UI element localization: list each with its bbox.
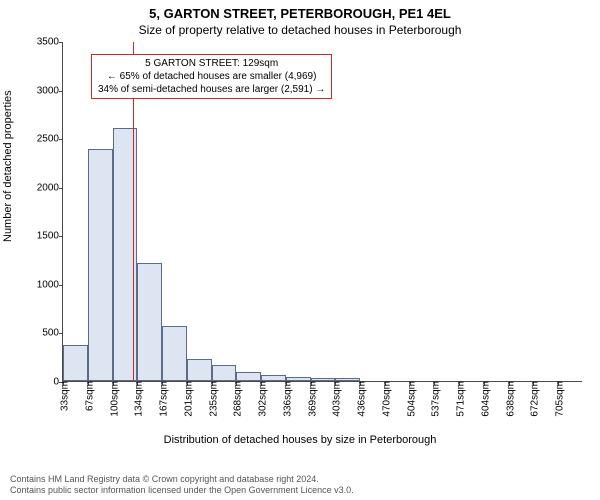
annotation-line: 34% of semi-detached houses are larger (…: [98, 83, 325, 96]
annotation-line: ← 65% of detached houses are smaller (4,…: [98, 70, 325, 83]
plot-area: 050010001500200025003000350033sqm67sqm10…: [62, 42, 582, 382]
y-tick-mark: [59, 333, 63, 334]
footer-line-1: Contains HM Land Registry data © Crown c…: [10, 474, 354, 485]
x-tick-label: 201sqm: [179, 381, 194, 417]
histogram-bar: [63, 345, 88, 381]
x-tick-label: 537sqm: [427, 381, 442, 417]
y-axis-label: Number of detached properties: [2, 90, 14, 242]
histogram-bar: [137, 263, 162, 382]
y-tick-mark: [59, 139, 63, 140]
histogram-bar: [236, 372, 261, 381]
histogram-bar: [162, 326, 187, 381]
chart-title: 5, GARTON STREET, PETERBOROUGH, PE1 4EL: [0, 0, 600, 21]
annotation-box: 5 GARTON STREET: 129sqm← 65% of detached…: [91, 54, 332, 99]
y-tick-mark: [59, 188, 63, 189]
y-tick-mark: [59, 285, 63, 286]
histogram-bar: [187, 359, 212, 381]
y-tick-mark: [59, 91, 63, 92]
footer-line-2: Contains public sector information licen…: [10, 485, 354, 496]
x-tick-label: 436sqm: [353, 381, 368, 417]
x-tick-label: 134sqm: [130, 381, 145, 417]
y-tick-mark: [59, 236, 63, 237]
x-tick-label: 571sqm: [452, 381, 467, 417]
x-tick-label: 235sqm: [204, 381, 219, 417]
x-tick-label: 470sqm: [377, 381, 392, 417]
x-tick-label: 604sqm: [476, 381, 491, 417]
x-tick-label: 302sqm: [254, 381, 269, 417]
x-tick-label: 268sqm: [229, 381, 244, 417]
x-tick-label: 403sqm: [328, 381, 343, 417]
chart-area: Number of detached properties 0500100015…: [0, 42, 600, 450]
x-tick-label: 100sqm: [105, 381, 120, 417]
footer-attribution: Contains HM Land Registry data © Crown c…: [10, 474, 354, 497]
histogram-bar: [212, 365, 237, 381]
x-tick-label: 672sqm: [526, 381, 541, 417]
x-tick-label: 504sqm: [402, 381, 417, 417]
histogram-bar: [88, 149, 113, 381]
x-tick-label: 638sqm: [501, 381, 516, 417]
chart-subtitle: Size of property relative to detached ho…: [0, 21, 600, 41]
x-tick-label: 369sqm: [303, 381, 318, 417]
x-tick-label: 33sqm: [56, 381, 71, 411]
x-tick-label: 167sqm: [155, 381, 170, 417]
chart-container: 5, GARTON STREET, PETERBOROUGH, PE1 4EL …: [0, 0, 600, 500]
x-tick-label: 67sqm: [80, 381, 95, 411]
annotation-line: 5 GARTON STREET: 129sqm: [98, 57, 325, 70]
x-tick-label: 336sqm: [278, 381, 293, 417]
x-tick-label: 705sqm: [551, 381, 566, 417]
x-axis-label: Distribution of detached houses by size …: [0, 434, 600, 446]
y-tick-mark: [59, 42, 63, 43]
